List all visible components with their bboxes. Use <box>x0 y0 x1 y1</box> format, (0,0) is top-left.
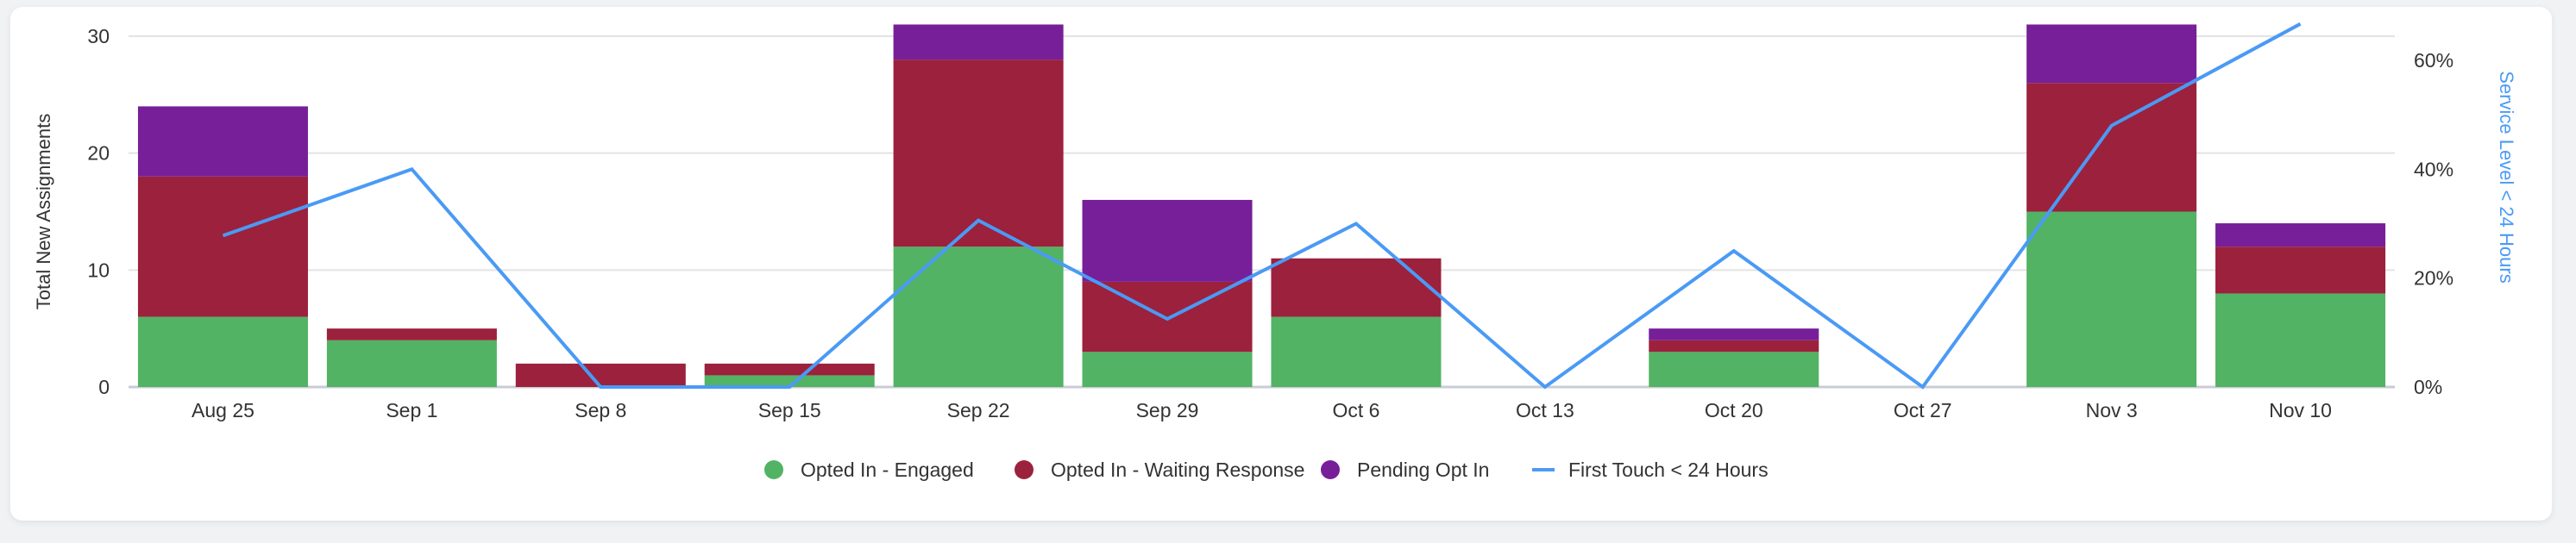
y2-tick-label: 60% <box>2414 49 2453 72</box>
bar-segment <box>1649 352 1819 387</box>
bar-segment <box>893 24 1064 60</box>
service-level-line <box>222 22 2302 390</box>
x-tick-label: Nov 3 <box>2086 399 2138 421</box>
bar-segment <box>2215 247 2386 294</box>
bar-segment <box>893 59 1064 247</box>
bar-segment <box>2026 83 2197 212</box>
bar-segment <box>704 375 875 387</box>
y2-axis-label: Service Level < 24 Hours <box>2496 71 2517 283</box>
y2-tick-label: 20% <box>2414 267 2453 290</box>
x-tick-label: Sep 22 <box>947 399 1010 421</box>
x-tick-label: Oct 13 <box>1516 399 1574 421</box>
legend-label: First Touch < 24 Hours <box>1568 459 1769 481</box>
y-tick-label: 30 <box>87 25 110 47</box>
x-tick-label: Sep 1 <box>386 399 437 421</box>
bar-segment <box>2215 293 2386 387</box>
y2-tick-label: 40% <box>2414 158 2453 180</box>
bar-segment <box>1082 352 1253 387</box>
bar-segment <box>704 363 875 376</box>
bar-segment <box>137 176 308 317</box>
bar-segment <box>1649 328 1819 340</box>
bar-segment <box>893 247 1064 387</box>
legend-swatch-2 <box>1321 460 1340 479</box>
legend-swatch-0 <box>764 460 783 479</box>
x-tick-label: Sep 29 <box>1136 399 1199 421</box>
x-tick-label: Oct 20 <box>1705 399 1763 421</box>
x-tick-label: Oct 27 <box>1894 399 1952 421</box>
bar-segment <box>2026 211 2197 387</box>
bar-segment <box>1649 340 1819 353</box>
legend-label: Opted In - Waiting Response <box>1051 459 1304 481</box>
x-tick-label: Aug 25 <box>192 399 254 421</box>
bar-segment <box>1271 258 1442 317</box>
y-tick-label: 10 <box>87 259 110 281</box>
bar-segment <box>2026 24 2197 84</box>
bar-segment <box>2215 223 2386 247</box>
y2-tick-label: 0% <box>2414 376 2442 398</box>
y-tick-label: 20 <box>87 142 110 165</box>
bar-segment <box>137 316 308 387</box>
bar-segment <box>1082 199 1253 282</box>
bar-segment <box>1271 316 1442 387</box>
bar-segment <box>137 106 308 177</box>
bar-segment <box>326 340 497 387</box>
y-axis-label: Total New Assignments <box>33 114 54 309</box>
legend-label: Pending Opt In <box>1357 459 1489 481</box>
bar-segment <box>1082 281 1253 353</box>
y-tick-label: 0 <box>98 376 110 398</box>
x-tick-label: Sep 8 <box>575 399 626 421</box>
bar-segment <box>326 328 497 340</box>
x-tick-label: Sep 15 <box>758 399 821 421</box>
legend-label: Opted In - Engaged <box>801 459 974 481</box>
legend-swatch-1 <box>1015 460 1034 479</box>
x-tick-label: Nov 10 <box>2269 399 2332 421</box>
x-tick-label: Oct 6 <box>1332 399 1379 421</box>
bar-segment <box>515 363 686 387</box>
